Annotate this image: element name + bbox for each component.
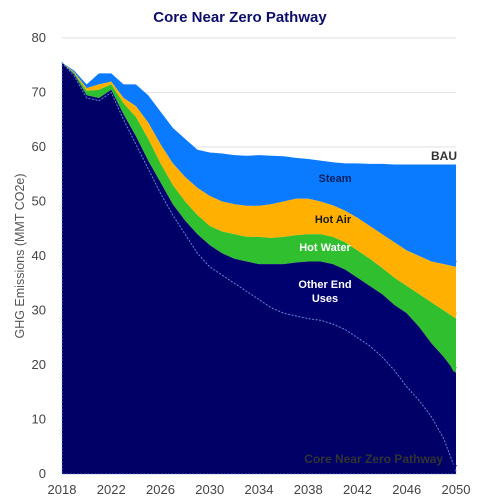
x-tick-label: 2030	[195, 482, 224, 497]
chart-title: Core Near Zero Pathway	[153, 9, 327, 26]
x-tick-label: 2022	[97, 482, 126, 497]
bau-label: BAU	[431, 149, 457, 163]
area-hot-air	[62, 62, 456, 319]
y-tick-label: 80	[32, 30, 46, 45]
label-hot-air: Hot Air	[315, 214, 352, 226]
area-hot-water	[62, 62, 456, 374]
stacked-areas	[61, 61, 457, 475]
x-tick-label: 2038	[294, 482, 323, 497]
reduction-arrow-head	[451, 465, 457, 471]
pathway-label: Core Near Zero Pathway	[304, 452, 443, 466]
y-tick-label: 0	[39, 466, 46, 481]
x-tick-label: 2050	[442, 482, 471, 497]
band-labels: Steam Hot Air Hot Water Other End Uses	[298, 173, 351, 305]
x-tick-label: 2046	[392, 482, 421, 497]
x-tick-label: 2026	[146, 482, 175, 497]
y-tick-label: 70	[32, 85, 46, 100]
y-tick-label: 50	[32, 194, 46, 209]
y-tick-label: 10	[32, 412, 46, 427]
label-hot-water: Hot Water	[299, 242, 351, 254]
y-axis-label: GHG Emissions (MMT CO2e)	[13, 173, 27, 338]
x-axis-ticks: 2018 2022 2026 2030 2034 2038 2042 2046 2050	[48, 482, 471, 497]
x-tick-label: 2042	[343, 482, 372, 497]
pathway-edge	[61, 62, 457, 472]
label-other-end: Other End	[298, 279, 351, 291]
y-tick-label: 60	[32, 139, 46, 154]
label-steam: Steam	[318, 173, 351, 185]
x-tick-label: 2034	[245, 482, 274, 497]
reduction-arrow-head	[451, 312, 457, 318]
y-tick-label: 40	[32, 248, 46, 263]
area-other-end-uses	[62, 62, 456, 472]
reduction-arrow-head	[451, 367, 457, 373]
label-uses: Uses	[312, 293, 338, 305]
reduction-arrows	[451, 166, 457, 471]
y-tick-label: 30	[32, 303, 46, 318]
x-tick-label: 2018	[48, 482, 77, 497]
area-steam	[62, 62, 456, 267]
reduction-arrow-head	[451, 260, 457, 266]
y-axis-ticks: 0 10 20 30 40 50 60 70 80	[32, 30, 46, 481]
y-tick-label: 20	[32, 357, 46, 372]
